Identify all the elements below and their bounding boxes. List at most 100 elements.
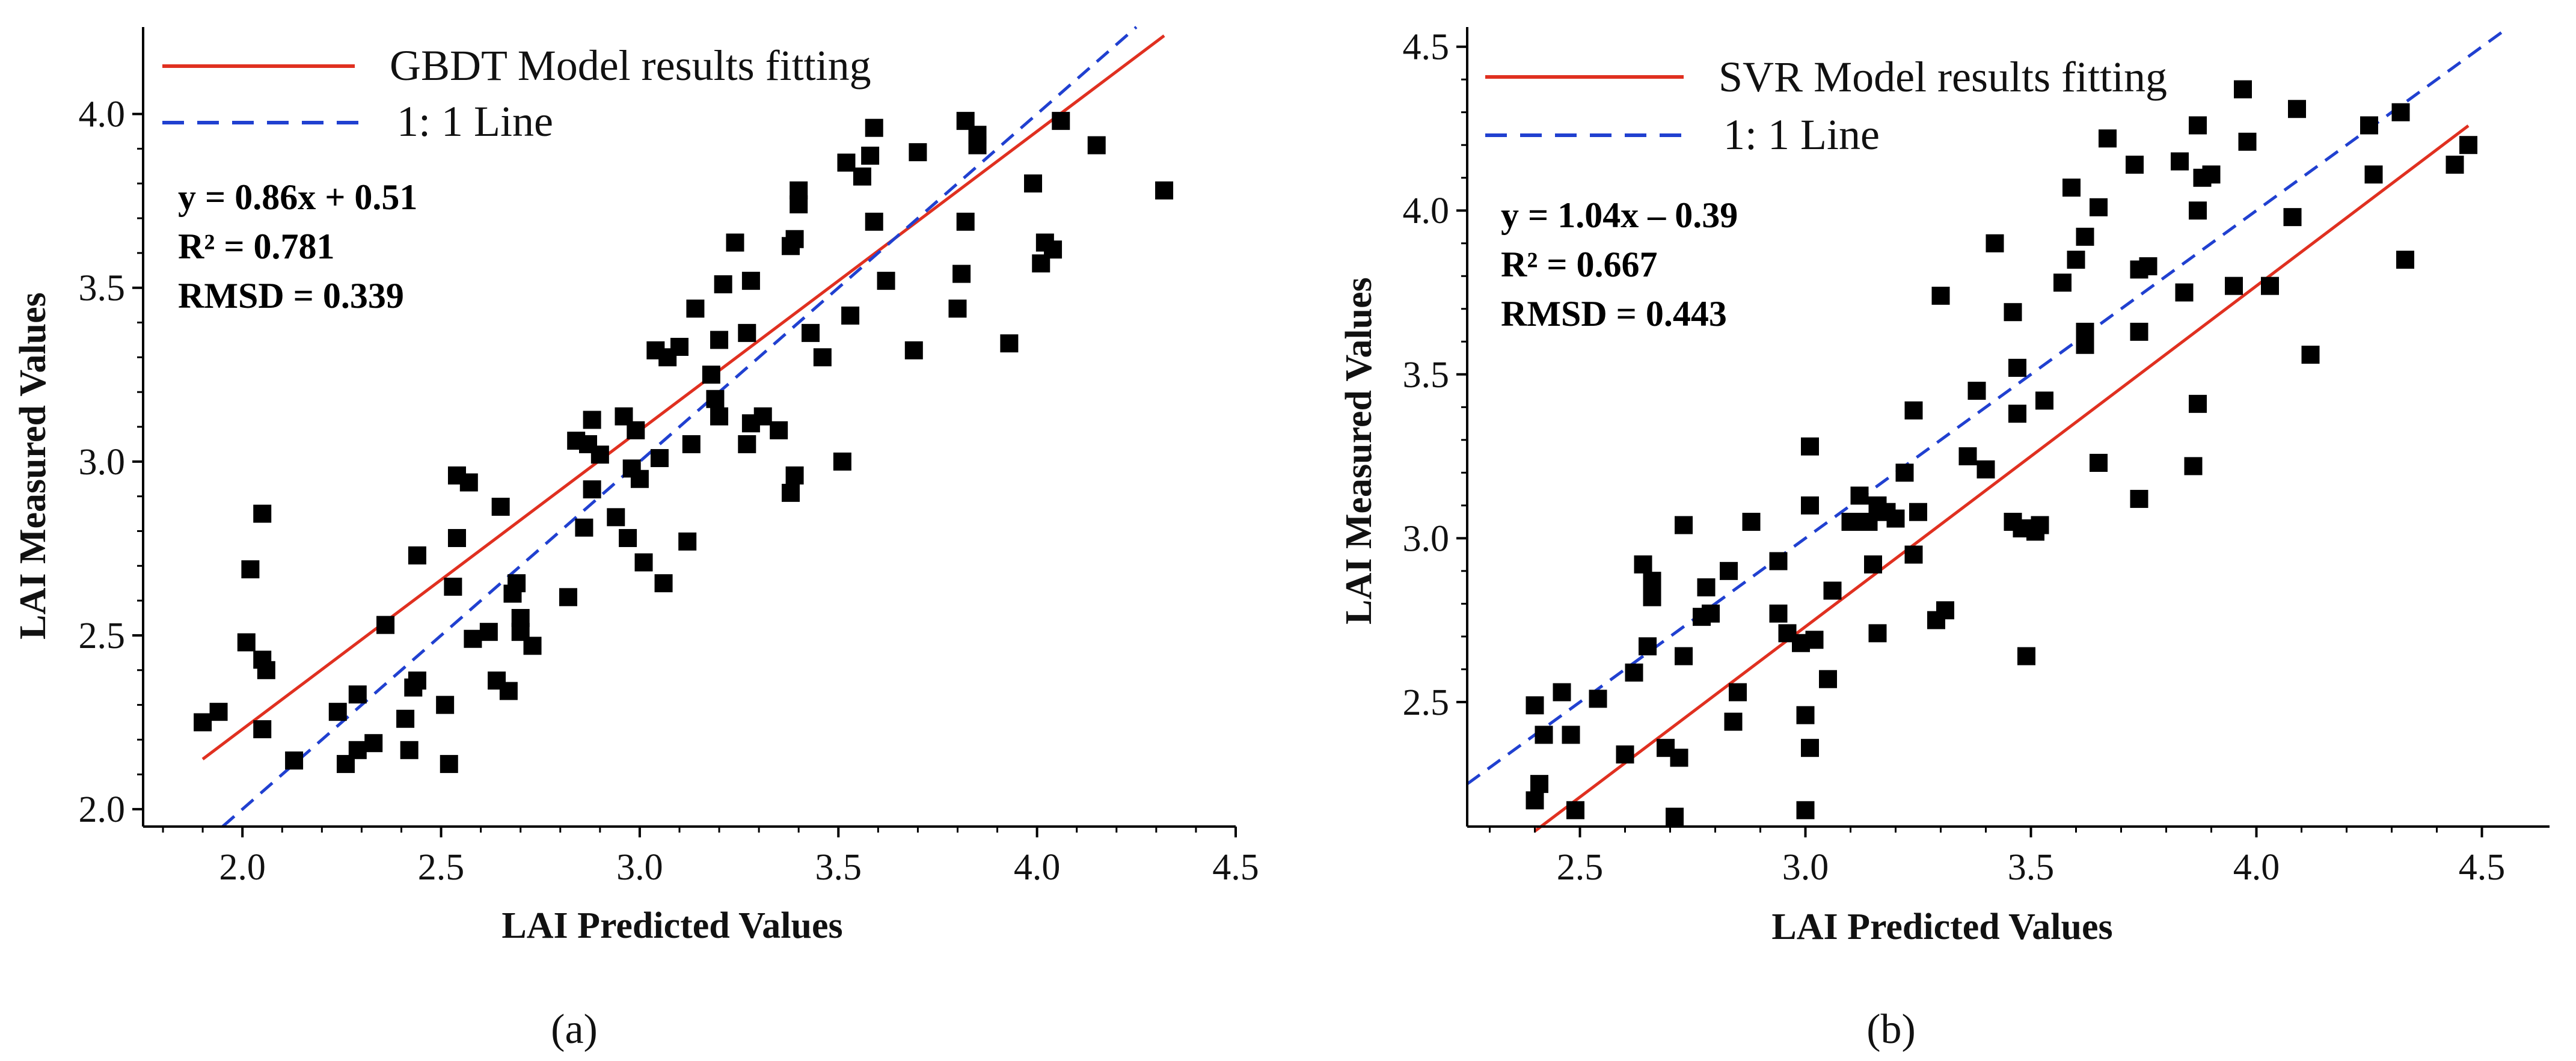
x-ticks-a: 2.0 2.5 3.0 3.5 4.0 4.5	[162, 827, 1259, 888]
data-point	[1967, 382, 1986, 400]
data-point	[1639, 637, 1657, 656]
data-point	[1024, 174, 1043, 193]
stats-a-r2: R² = 0.781	[178, 227, 335, 266]
data-point	[710, 331, 729, 349]
data-point	[253, 504, 272, 523]
data-point	[2288, 100, 2306, 118]
x-tick-label: 4.0	[1014, 847, 1061, 888]
data-point	[710, 407, 729, 426]
data-point	[841, 306, 860, 325]
data-point	[2090, 453, 2108, 472]
data-point	[952, 264, 971, 283]
data-point	[790, 181, 808, 200]
data-point	[1530, 775, 1548, 793]
data-point	[1850, 486, 1869, 505]
data-point	[1805, 631, 1824, 649]
y-tick-label: 4.0	[79, 94, 126, 135]
x-axis-title-a: LAI Predicted Values	[501, 905, 842, 946]
axes-b	[1466, 27, 2550, 828]
data-point	[257, 661, 275, 679]
data-point	[634, 553, 653, 572]
data-point	[714, 275, 732, 293]
x-axis-title-b: LAI Predicted Values	[1771, 907, 2112, 947]
stats-b: y = 1.04x – 0.39 R² = 0.667 RMSD = 0.443	[1501, 195, 1738, 334]
data-point	[1643, 588, 1661, 607]
axes-a	[142, 27, 1236, 828]
data-point	[2076, 322, 2094, 341]
y-ticks-b: 2.5 3.0 3.5 4.0 4.5	[1403, 27, 1467, 723]
data-point	[904, 341, 923, 359]
data-point	[2099, 129, 2117, 148]
identity-line-a	[221, 26, 1138, 828]
fit-line-b	[1533, 124, 2470, 833]
y-axis-title-a: LAI Measured Values	[13, 292, 54, 640]
fit-line	[1533, 124, 2470, 833]
data-point	[2301, 346, 2320, 364]
data-point	[2076, 227, 2094, 246]
data-point	[508, 574, 526, 593]
y-tick-label: 3.5	[1403, 355, 1450, 396]
data-point	[1643, 572, 1661, 590]
data-point	[948, 299, 967, 318]
y-tick-label: 3.0	[1403, 518, 1450, 559]
data-point	[1823, 581, 1842, 600]
data-point	[575, 518, 593, 537]
data-points-b	[1526, 80, 2477, 826]
data-point	[956, 212, 975, 231]
data-point	[2008, 405, 2026, 423]
data-point	[376, 616, 395, 634]
data-point	[2396, 251, 2414, 269]
data-point	[1859, 513, 1878, 531]
legend-a-identity-label: 1: 1 Line	[397, 97, 553, 145]
stats-b-rmsd: RMSD = 0.443	[1501, 294, 1727, 334]
fit-line	[201, 34, 1165, 760]
data-point	[1895, 463, 1914, 482]
data-point	[1729, 683, 1747, 702]
data-point	[865, 118, 883, 137]
data-point	[833, 452, 851, 471]
data-point	[1904, 545, 1923, 564]
data-point	[1801, 739, 1819, 757]
data-point	[2360, 116, 2378, 135]
data-point	[877, 272, 895, 290]
data-point	[619, 529, 637, 548]
data-point	[2171, 152, 2189, 171]
data-point	[607, 508, 625, 527]
data-point	[1616, 745, 1634, 764]
data-point	[781, 483, 800, 502]
data-point	[1535, 726, 1553, 744]
data-point	[909, 143, 927, 162]
data-point	[2202, 165, 2221, 184]
data-point	[1697, 578, 1716, 597]
panel-label-a: (a)	[551, 1006, 598, 1053]
data-point	[1801, 496, 1819, 515]
x-tick-label: 2.5	[418, 847, 465, 888]
data-point	[2008, 358, 2026, 377]
x-tick-label: 2.5	[1557, 847, 1604, 888]
legend-a: GBDT Model results fitting 1: 1 Line	[162, 41, 871, 145]
data-point	[1000, 334, 1019, 353]
data-point	[2238, 132, 2257, 151]
data-point	[2234, 80, 2252, 99]
data-point	[1702, 604, 1720, 623]
data-point	[408, 546, 426, 564]
data-point	[1155, 181, 1174, 200]
data-point	[1986, 234, 2004, 252]
identity-line-b	[1466, 25, 2510, 786]
legend-b-fit-label: SVR Model results fitting	[1719, 53, 2167, 101]
data-point	[2004, 303, 2022, 322]
data-point	[2189, 201, 2207, 220]
y-tick-label: 3.0	[79, 442, 126, 483]
data-point	[1868, 624, 1887, 643]
data-point	[2364, 165, 2383, 184]
data-point	[678, 532, 697, 551]
y-ticks-a: 2.0 2.5 3.0 3.5 4.0	[79, 94, 143, 830]
data-point	[1958, 447, 1977, 466]
data-point	[447, 529, 466, 548]
data-point	[1526, 791, 1544, 810]
data-point	[753, 407, 772, 426]
data-point	[523, 637, 542, 655]
data-point	[499, 682, 518, 700]
data-point	[408, 671, 426, 690]
